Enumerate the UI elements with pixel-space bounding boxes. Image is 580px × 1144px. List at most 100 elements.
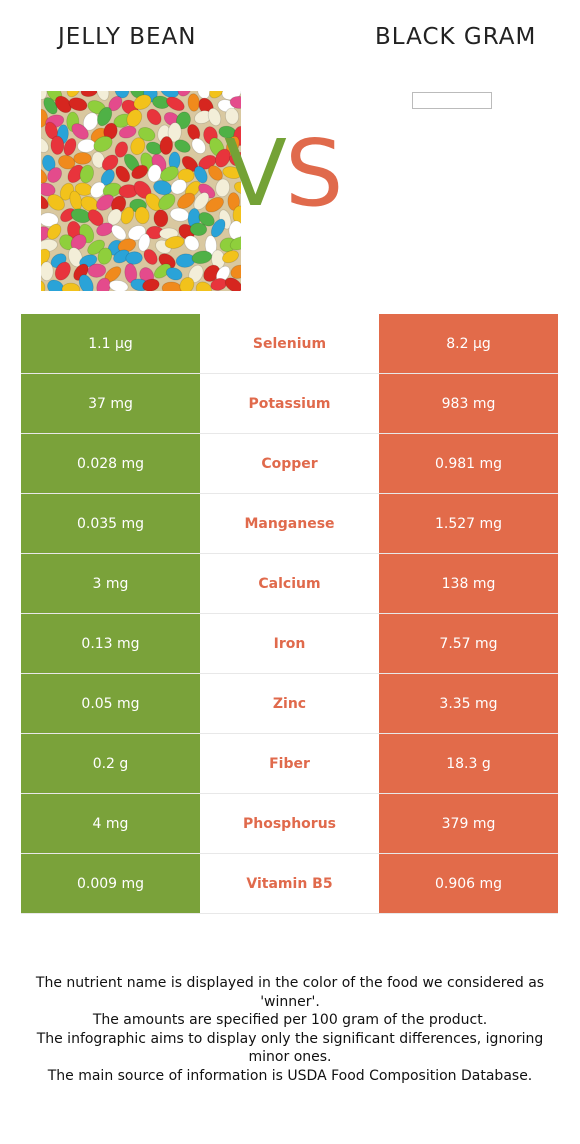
- jelly-bean-shape: [47, 223, 62, 240]
- left-value: 0.035 mg: [21, 494, 200, 553]
- vs-s-letter: S: [284, 120, 343, 227]
- jelly-bean-shape: [41, 248, 51, 267]
- jelly-bean-shape: [166, 96, 185, 112]
- right-value: 983 mg: [379, 374, 558, 433]
- jelly-bean-shape: [137, 127, 156, 142]
- table-row: 0.13 mg Iron 7.57 mg: [21, 614, 558, 674]
- jelly-bean-shape: [230, 264, 241, 279]
- jelly-bean-image: [41, 91, 241, 291]
- jelly-bean-shape: [114, 91, 130, 99]
- nutrient-name: Potassium: [200, 374, 379, 433]
- table-row: 0.009 mg Vitamin B5 0.906 mg: [21, 854, 558, 914]
- jelly-bean-shape: [229, 236, 241, 251]
- vs-label: VS: [224, 128, 343, 220]
- left-value: 3 mg: [21, 554, 200, 613]
- jelly-bean-shape: [41, 212, 59, 228]
- jelly-bean-shape: [198, 211, 215, 227]
- jelly-bean-shape: [205, 196, 224, 213]
- nutrient-name: Iron: [200, 614, 379, 673]
- jelly-bean-shape: [187, 93, 200, 112]
- jelly-bean-shape: [87, 263, 107, 278]
- jelly-bean-shape: [131, 164, 149, 180]
- jelly-bean-shape: [222, 250, 239, 264]
- nutrient-name: Calcium: [200, 554, 379, 613]
- jelly-bean-shape: [96, 222, 114, 237]
- jelly-bean-shape: [214, 148, 231, 168]
- table-row: 0.028 mg Copper 0.981 mg: [21, 434, 558, 494]
- jelly-bean-shape: [125, 251, 143, 265]
- nutrient-name: Selenium: [200, 314, 379, 373]
- jelly-bean-shape: [189, 222, 208, 237]
- right-value: 0.981 mg: [379, 434, 558, 493]
- footer-line: The amounts are specified per 100 gram o…: [92, 1012, 488, 1028]
- jelly-bean-shape: [68, 97, 88, 112]
- jelly-bean-shape: [191, 250, 213, 265]
- nutrient-name: Copper: [200, 434, 379, 493]
- jelly-bean-shape: [130, 137, 146, 156]
- right-value: 3.35 mg: [379, 674, 558, 733]
- footer-line: The main source of information is USDA F…: [47, 1067, 533, 1084]
- right-value: 1.527 mg: [379, 494, 558, 553]
- jelly-bean-shape: [96, 194, 115, 211]
- jelly-bean-shape: [174, 139, 191, 153]
- nutrient-name: Zinc: [200, 674, 379, 733]
- jelly-bean-shape: [146, 108, 162, 126]
- jelly-bean-shape: [41, 91, 48, 100]
- jelly-bean-shape: [229, 95, 241, 109]
- jelly-bean-shape: [177, 91, 192, 97]
- jelly-bean-shape: [41, 182, 56, 197]
- right-value: 379 mg: [379, 794, 558, 853]
- jelly-bean-shape: [224, 277, 241, 291]
- left-value: 4 mg: [21, 794, 200, 853]
- jelly-bean-shape: [54, 261, 71, 281]
- jelly-bean-shape: [195, 281, 212, 291]
- jelly-bean-shape: [47, 194, 65, 211]
- black-gram-image-placeholder: [412, 92, 492, 109]
- jelly-bean-shape: [79, 164, 94, 184]
- jelly-bean-shape: [160, 91, 180, 98]
- jelly-bean-shape: [210, 218, 226, 238]
- left-value: 0.009 mg: [21, 854, 200, 913]
- jelly-bean-shape: [165, 267, 183, 281]
- jelly-bean-shape: [41, 280, 46, 291]
- right-food-title: BLACK GRAM: [375, 24, 537, 50]
- jelly-bean-shape: [41, 261, 54, 282]
- jelly-bean-shape: [78, 274, 94, 291]
- left-value: 37 mg: [21, 374, 200, 433]
- jelly-bean-shape: [153, 263, 172, 279]
- jelly-bean-shape: [54, 95, 72, 114]
- table-row: 1.1 µg Selenium 8.2 µg: [21, 314, 558, 374]
- footer-notes: The nutrient name is displayed in the co…: [20, 974, 560, 1085]
- jelly-bean-shape: [43, 97, 58, 115]
- jelly-bean-shape: [118, 125, 137, 139]
- nutrient-name: Manganese: [200, 494, 379, 553]
- jelly-bean-shape: [50, 135, 65, 155]
- jelly-bean-shape: [207, 107, 222, 127]
- jelly-bean-shape: [115, 165, 131, 183]
- jelly-bean-shape: [91, 151, 105, 169]
- right-value: 8.2 µg: [379, 314, 558, 373]
- footer-line: The infographic aims to display only the…: [36, 1030, 544, 1066]
- jelly-bean-shape: [209, 91, 225, 99]
- jelly-bean-shape: [215, 178, 231, 198]
- jelly-bean-shape: [177, 168, 195, 183]
- jelly-bean-shape: [63, 137, 77, 156]
- jelly-bean-shape: [145, 193, 162, 211]
- left-value: 0.2 g: [21, 734, 200, 793]
- jelly-bean-shape: [41, 167, 48, 184]
- right-value: 7.57 mg: [379, 614, 558, 673]
- jelly-bean-shape: [73, 152, 92, 165]
- jelly-bean-shape: [41, 136, 49, 153]
- jelly-bean-shape: [82, 112, 99, 131]
- jelly-bean-shape: [160, 165, 179, 182]
- right-value: 0.906 mg: [379, 854, 558, 913]
- jelly-bean-shape: [108, 279, 129, 291]
- jelly-bean-shape: [71, 123, 89, 140]
- jelly-bean-shape: [158, 193, 176, 211]
- jelly-bean-shape: [164, 235, 185, 249]
- jelly-bean-shape: [224, 107, 240, 125]
- jelly-bean-shape: [80, 196, 99, 212]
- jelly-bean-shape: [126, 109, 143, 128]
- table-row: 3 mg Calcium 138 mg: [21, 554, 558, 614]
- left-value: 1.1 µg: [21, 314, 200, 373]
